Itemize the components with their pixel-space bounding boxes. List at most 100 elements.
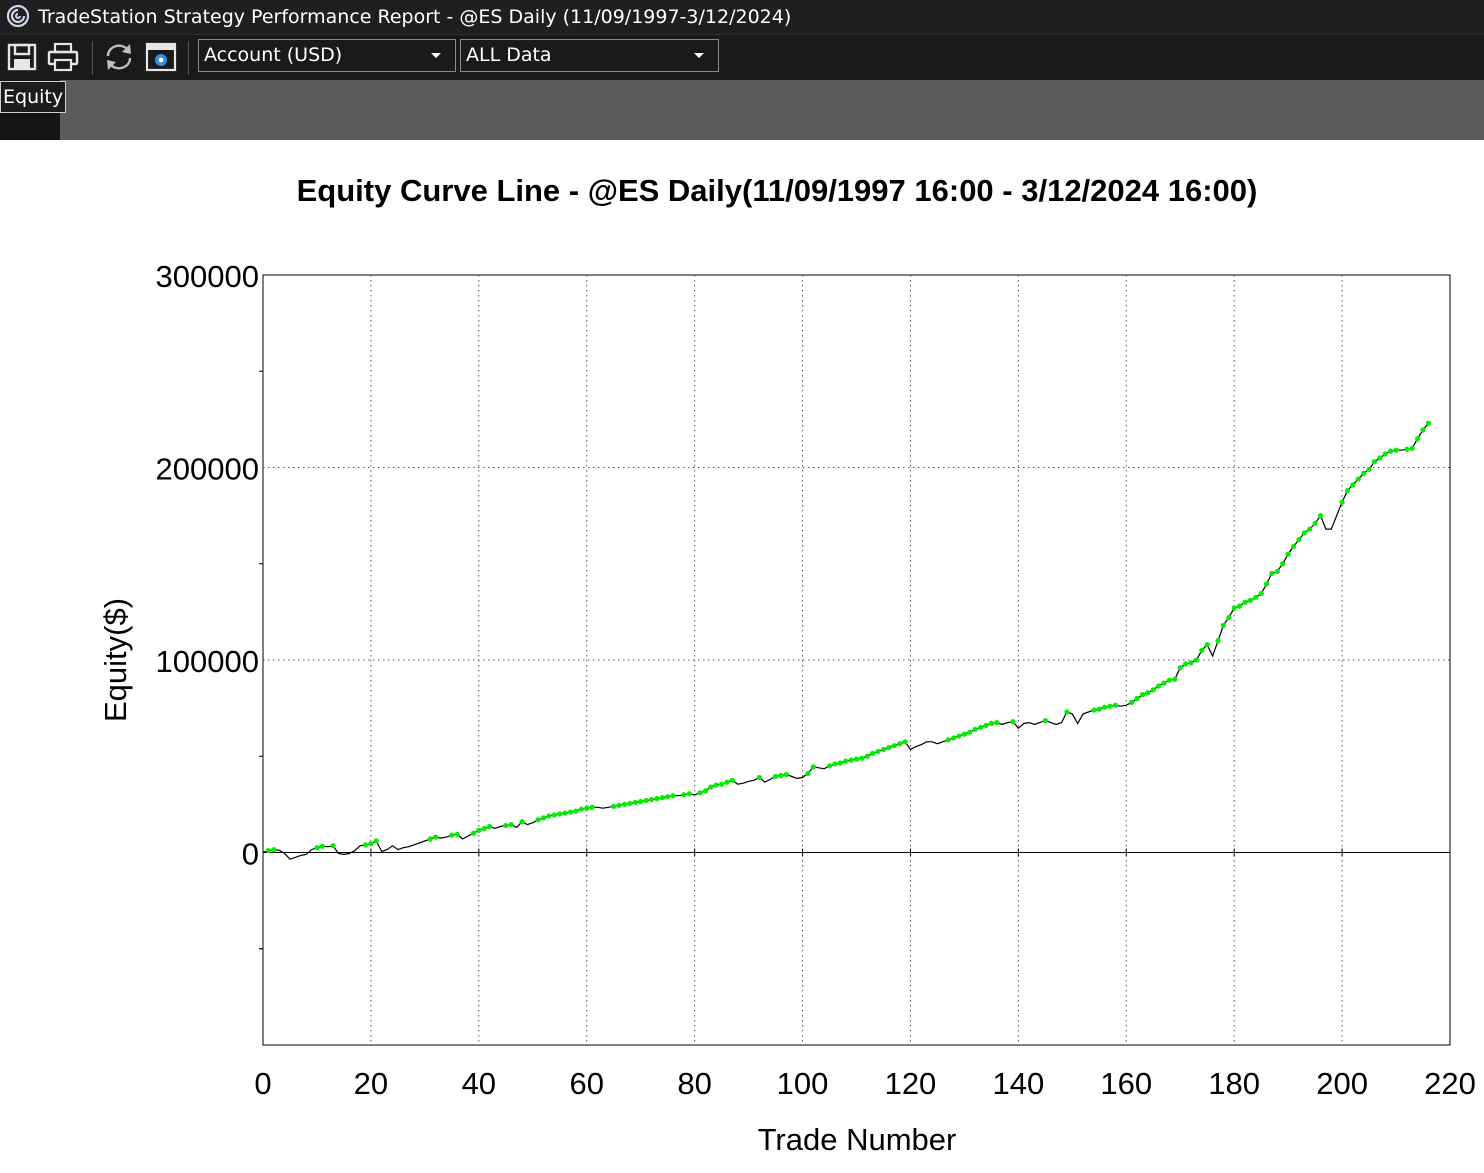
new-high-point	[616, 802, 622, 808]
window-title: TradeStation Strategy Performance Report…	[38, 6, 792, 28]
new-high-point	[977, 724, 984, 730]
new-high-point	[611, 803, 617, 809]
save-button[interactable]	[6, 41, 40, 73]
new-high-point	[1112, 702, 1119, 708]
new-high-point	[1166, 677, 1173, 683]
new-high-point	[848, 757, 854, 763]
new-high-point	[535, 817, 541, 823]
new-high-point	[702, 788, 709, 794]
new-high-point	[880, 746, 887, 753]
y-tick-label: 0	[242, 837, 259, 872]
new-high-point	[1361, 470, 1367, 476]
new-high-point	[1263, 581, 1270, 587]
data-range-select[interactable]: ALL Data	[460, 39, 719, 72]
new-high-point	[1371, 459, 1378, 465]
new-high-point	[1339, 499, 1345, 505]
new-high-point	[686, 791, 692, 797]
new-high-point	[1425, 420, 1432, 426]
new-high-point	[988, 720, 994, 727]
new-high-point	[1409, 445, 1415, 451]
plot-frame	[262, 274, 1451, 1046]
new-high-point	[1102, 704, 1108, 710]
settings-icon	[145, 42, 177, 72]
settings-button[interactable]	[144, 41, 178, 73]
new-high-point	[265, 847, 271, 854]
x-tick-label: 200	[1316, 1066, 1368, 1101]
x-tick-label: 140	[992, 1066, 1044, 1101]
chevron-down-icon	[431, 53, 441, 58]
y-tick-label: 200000	[156, 452, 259, 487]
title-bar: TradeStation Strategy Performance Report…	[0, 0, 1484, 34]
tab-equity-label: Equity	[0, 81, 67, 113]
new-high-point	[1107, 703, 1113, 709]
new-high-point	[1183, 661, 1189, 667]
new-high-point	[1312, 520, 1318, 526]
new-high-point	[1344, 488, 1351, 494]
x-axis-label: Trade Number	[758, 1122, 957, 1157]
y-tick-label: 100000	[156, 644, 259, 679]
new-high-point	[983, 722, 989, 729]
new-high-point	[1188, 660, 1194, 666]
new-high-point	[487, 823, 493, 830]
new-high-point	[470, 830, 477, 836]
new-high-point	[853, 756, 860, 762]
new-high-point	[314, 845, 320, 851]
new-high-point	[665, 794, 671, 800]
new-high-point	[967, 729, 973, 735]
new-high-point	[540, 815, 547, 821]
new-high-point	[1285, 551, 1291, 557]
refresh-icon	[106, 44, 132, 70]
chevron-down-icon	[694, 53, 704, 58]
new-high-point	[1404, 446, 1410, 452]
new-high-point	[584, 805, 590, 811]
new-high-point	[1091, 707, 1097, 713]
new-high-point	[1269, 570, 1275, 576]
new-high-point	[1156, 683, 1162, 689]
new-high-point	[1290, 543, 1297, 550]
data-range-value: ALL Data	[466, 44, 552, 66]
new-high-point	[1280, 561, 1286, 567]
new-high-point	[961, 731, 968, 737]
new-high-point	[659, 795, 665, 801]
new-high-point	[546, 813, 552, 819]
x-tick-label: 80	[677, 1066, 711, 1101]
x-tick-label: 220	[1424, 1066, 1476, 1101]
tab-equity[interactable]: Equity	[0, 80, 67, 140]
new-high-point	[476, 827, 482, 833]
new-high-point	[1274, 568, 1280, 575]
new-high-point	[589, 804, 595, 810]
x-tick-label: 160	[1100, 1066, 1152, 1101]
new-high-point	[621, 801, 628, 807]
new-high-point	[1215, 638, 1221, 644]
new-high-point	[1226, 615, 1232, 621]
new-high-point	[756, 774, 762, 781]
new-high-point	[654, 796, 660, 802]
new-high-point	[1204, 642, 1210, 648]
refresh-button[interactable]	[102, 41, 136, 73]
new-high-point	[648, 796, 655, 803]
new-high-point	[1377, 455, 1383, 461]
new-high-point	[724, 779, 730, 785]
new-high-point	[972, 726, 978, 732]
new-high-point	[1355, 476, 1361, 482]
print-button[interactable]	[46, 41, 80, 73]
y-axis-label: Equity($)	[98, 598, 133, 722]
new-high-point	[826, 763, 833, 769]
new-high-point	[578, 806, 584, 812]
chart-area: Equity Curve Line - @ES Daily(11/09/1997…	[0, 140, 1484, 1173]
x-tick-label: 60	[569, 1066, 603, 1101]
account-currency-select[interactable]: Account (USD)	[198, 39, 456, 72]
new-high-point	[1242, 599, 1248, 605]
new-high-point	[945, 737, 951, 743]
new-high-point	[1296, 537, 1302, 543]
new-high-point	[1350, 482, 1356, 488]
toolbar-separator	[188, 41, 189, 75]
new-high-point	[1307, 526, 1313, 532]
x-tick-label: 180	[1208, 1066, 1260, 1101]
new-high-point	[519, 819, 525, 825]
new-high-point	[368, 841, 374, 847]
new-high-point	[805, 770, 811, 777]
new-high-point	[719, 781, 725, 787]
new-high-point	[1177, 665, 1183, 671]
new-high-point	[573, 808, 579, 814]
